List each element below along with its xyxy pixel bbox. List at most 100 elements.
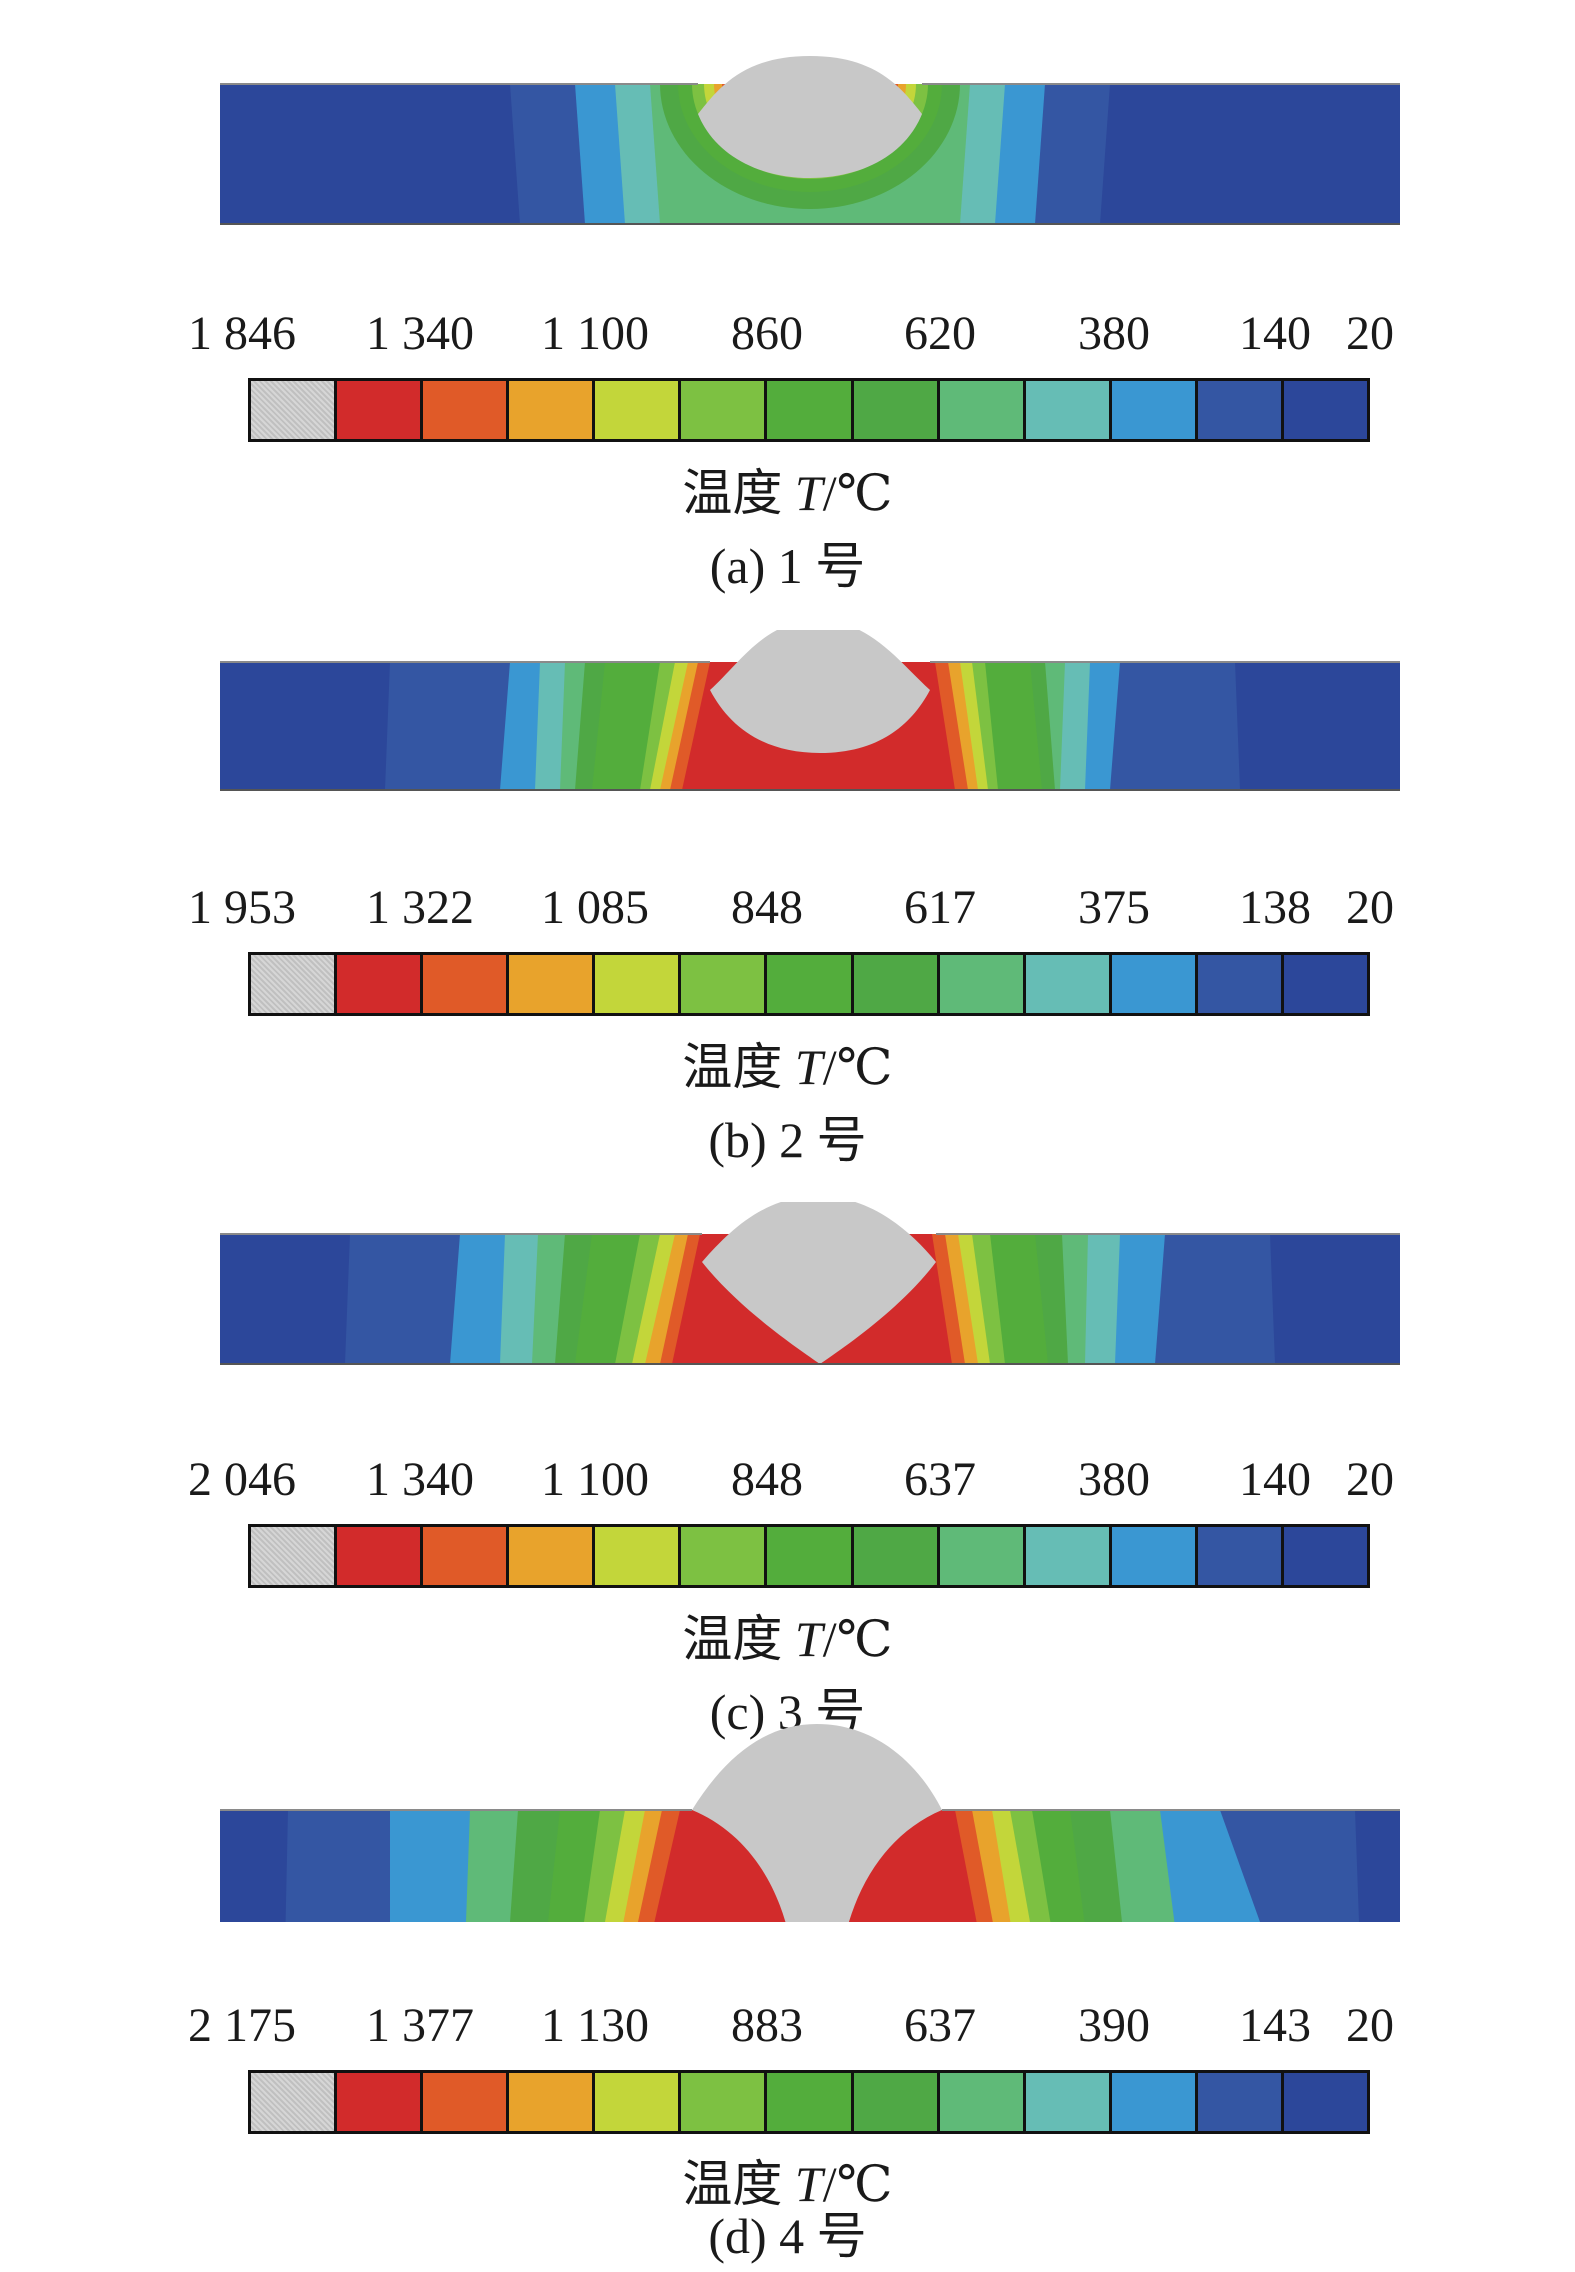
legend-swatch (337, 2073, 424, 2131)
legend-swatch (853, 381, 940, 439)
legend-swatch (1197, 381, 1284, 439)
legend-swatch (1025, 955, 1112, 1013)
legend-tick: 848 (731, 881, 803, 934)
legend-swatch (1025, 381, 1112, 439)
legend-tick: 2 175 (188, 1999, 296, 2052)
legend-tick: 380 (1078, 307, 1150, 360)
legend-swatch (767, 1527, 854, 1585)
temperature-field-a (220, 56, 1400, 225)
legend-tick: 1 100 (541, 1453, 649, 1506)
legend-swatch (1283, 1527, 1368, 1585)
legend-tick: 380 (1078, 1453, 1150, 1506)
legend-swatch (1283, 955, 1368, 1013)
legend-swatch (1283, 381, 1368, 439)
legend-swatch (939, 381, 1026, 439)
legend-swatch (423, 2073, 510, 2131)
legend-swatch (1197, 955, 1284, 1013)
legend-swatch (1197, 1527, 1284, 1585)
panel-caption: (d) 4 号 (708, 2208, 867, 2264)
color-legend-bar (248, 1524, 1370, 1588)
legend-swatch (767, 381, 854, 439)
legend-tick: 1 130 (541, 1999, 649, 2052)
legend-swatch (681, 1527, 768, 1585)
legend-tick: 883 (731, 1999, 803, 2052)
legend-tick: 20 (1346, 307, 1394, 360)
legend-ticks-c: 2 046 1 340 1 100 848 637 380 140 20 (170, 1450, 1430, 1510)
legend-tick: 20 (1346, 1453, 1394, 1506)
legend-tick: 138 (1239, 881, 1311, 934)
legend-swatch (1025, 2073, 1112, 2131)
panel-caption: (a) 1 号 (709, 538, 866, 594)
legend-tick: 860 (731, 307, 803, 360)
legend-tick: 20 (1346, 881, 1394, 934)
legend-swatch (509, 955, 596, 1013)
panel-a: 1 846 1 340 1 100 860 620 380 140 20 温度 … (0, 56, 1575, 626)
color-legend-bar (248, 952, 1370, 1016)
legend-swatch (939, 955, 1026, 1013)
legend-swatch (509, 381, 596, 439)
legend-swatch (1111, 955, 1198, 1013)
legend-swatch (767, 2073, 854, 2131)
color-legend-bar (248, 378, 1370, 442)
legend-tick: 140 (1239, 307, 1311, 360)
legend-swatch (1197, 2073, 1284, 2131)
legend-tick: 1 953 (188, 881, 296, 934)
legend-swatch (939, 1527, 1026, 1585)
legend-tick: 20 (1346, 1999, 1394, 2052)
legend-swatch (251, 381, 338, 439)
temperature-field-d (220, 1724, 1400, 1922)
legend-tick: 848 (731, 1453, 803, 1506)
legend-tick: 637 (904, 1453, 976, 1506)
legend-swatch (595, 381, 682, 439)
legend-swatch (767, 955, 854, 1013)
legend-tick: 1 846 (188, 307, 296, 360)
legend-tick: 390 (1078, 1999, 1150, 2052)
legend-tick: 1 100 (541, 307, 649, 360)
legend-tick: 1 322 (366, 881, 474, 934)
legend-tick: 617 (904, 881, 976, 934)
legend-tick: 620 (904, 307, 976, 360)
legend-swatch (1111, 381, 1198, 439)
legend-swatch (251, 955, 338, 1013)
legend-swatch (853, 2073, 940, 2131)
legend-swatch (423, 381, 510, 439)
color-legend-bar (248, 2070, 1370, 2134)
legend-swatch (337, 381, 424, 439)
legend-swatch (1111, 1527, 1198, 1585)
legend-unit-label: 温度 T/℃ (682, 1611, 893, 1667)
legend-swatch (939, 2073, 1026, 2131)
legend-unit-label: 温度 T/℃ (682, 465, 893, 521)
legend-swatch (337, 955, 424, 1013)
legend-swatch (1111, 2073, 1198, 2131)
legend-swatch (251, 1527, 338, 1585)
panel-b: 1 953 1 322 1 085 848 617 375 138 20 温度 … (0, 630, 1575, 1200)
legend-swatch (423, 1527, 510, 1585)
legend-swatch (251, 2073, 338, 2131)
legend-swatch (595, 2073, 682, 2131)
legend-swatch (509, 1527, 596, 1585)
legend-tick: 375 (1078, 881, 1150, 934)
panel-caption: (b) 2 号 (708, 1112, 867, 1168)
legend-tick: 1 085 (541, 881, 649, 934)
legend-tick: 1 340 (366, 307, 474, 360)
legend-tick: 143 (1239, 1999, 1311, 2052)
panel-d: 2 175 1 377 1 130 883 637 390 143 20 温度 … (0, 1702, 1575, 2272)
legend-ticks-d: 2 175 1 377 1 130 883 637 390 143 20 (170, 1996, 1430, 2056)
legend-tick: 2 046 (188, 1453, 296, 1506)
legend-swatch (595, 1527, 682, 1585)
legend-swatch (337, 1527, 424, 1585)
legend-swatch (509, 2073, 596, 2131)
panel-c: 2 046 1 340 1 100 848 637 380 140 20 温度 … (0, 1202, 1575, 1772)
legend-swatch (681, 2073, 768, 2131)
legend-swatch (595, 955, 682, 1013)
legend-swatch (681, 955, 768, 1013)
legend-swatch (853, 1527, 940, 1585)
legend-ticks-b: 1 953 1 322 1 085 848 617 375 138 20 (170, 878, 1430, 938)
temperature-field-b (220, 630, 1400, 791)
legend-swatch (681, 381, 768, 439)
legend-unit-label: 温度 T/℃ (682, 1039, 893, 1095)
legend-ticks-a: 1 846 1 340 1 100 860 620 380 140 20 (170, 304, 1430, 364)
legend-tick: 1 377 (366, 1999, 474, 2052)
legend-swatch (853, 955, 940, 1013)
legend-unit-label: 温度 T/℃ (682, 2156, 893, 2212)
